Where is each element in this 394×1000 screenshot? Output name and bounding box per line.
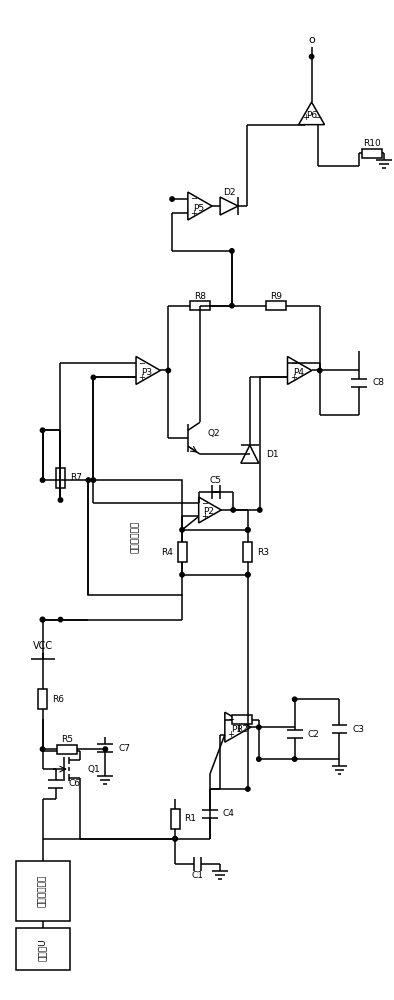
Text: Q1: Q1 (87, 765, 100, 774)
Text: −: − (201, 499, 208, 508)
Text: P4: P4 (293, 368, 304, 377)
Text: P5: P5 (193, 204, 204, 213)
Circle shape (40, 617, 45, 622)
Text: +: + (201, 512, 208, 521)
Circle shape (58, 617, 63, 622)
Text: −: − (190, 195, 197, 204)
Text: +: + (227, 730, 234, 739)
Circle shape (245, 787, 250, 791)
Text: VCC: VCC (32, 641, 53, 651)
Text: R9: R9 (270, 292, 282, 301)
Circle shape (245, 573, 250, 577)
Text: C5: C5 (210, 476, 222, 485)
Text: R8: R8 (194, 292, 206, 301)
Circle shape (230, 249, 234, 253)
Text: C3: C3 (353, 725, 364, 734)
Circle shape (40, 478, 45, 482)
Bar (16, 861, 71, 921)
Text: R4: R4 (161, 548, 173, 557)
Text: −: − (290, 359, 297, 368)
Text: +: + (190, 209, 197, 218)
Bar (178, 542, 186, 562)
Circle shape (292, 757, 297, 761)
Circle shape (173, 837, 177, 841)
Circle shape (40, 747, 45, 751)
Text: C4: C4 (223, 809, 235, 818)
Text: R6: R6 (52, 695, 64, 704)
Text: P6: P6 (306, 111, 317, 120)
Circle shape (245, 528, 250, 532)
Circle shape (230, 303, 234, 308)
Text: R1: R1 (184, 814, 197, 823)
Text: 线性驱动电路: 线性驱动电路 (38, 874, 47, 907)
Bar (232, 715, 252, 724)
Bar (362, 149, 382, 158)
Bar (56, 468, 65, 488)
Text: C8: C8 (372, 378, 385, 387)
Text: 传感器U: 传感器U (38, 938, 47, 961)
Text: −: − (139, 359, 145, 368)
Text: C7: C7 (118, 744, 130, 753)
Bar (38, 689, 47, 709)
Circle shape (166, 368, 171, 373)
Text: P3: P3 (141, 368, 153, 377)
Circle shape (180, 528, 184, 532)
Circle shape (58, 498, 63, 502)
Text: R3: R3 (257, 548, 269, 557)
Text: R5: R5 (61, 735, 73, 744)
Text: P1: P1 (231, 725, 242, 734)
Text: +: + (302, 113, 309, 122)
Text: C6: C6 (69, 779, 80, 788)
Text: C1: C1 (191, 871, 203, 880)
Text: −: − (227, 715, 234, 724)
Text: −: − (314, 113, 322, 122)
Circle shape (91, 375, 96, 380)
Circle shape (40, 617, 45, 622)
Text: P2: P2 (203, 507, 214, 516)
Text: R7: R7 (70, 473, 82, 482)
Circle shape (170, 197, 174, 201)
Circle shape (292, 697, 297, 701)
Text: o: o (308, 35, 315, 45)
Circle shape (180, 573, 184, 577)
Text: R10: R10 (363, 139, 381, 148)
Circle shape (231, 508, 235, 512)
Circle shape (40, 428, 45, 432)
Bar (171, 809, 180, 829)
Circle shape (318, 368, 322, 373)
Text: D1: D1 (266, 450, 279, 459)
Circle shape (309, 54, 314, 59)
Circle shape (103, 747, 108, 751)
Circle shape (245, 573, 250, 577)
Circle shape (245, 528, 250, 532)
Text: R2: R2 (236, 725, 248, 734)
Circle shape (256, 725, 261, 729)
Circle shape (258, 508, 262, 512)
Bar (16, 928, 71, 970)
Circle shape (91, 478, 96, 482)
Text: 损耗抑制电路: 损耗抑制电路 (131, 521, 140, 553)
Text: C2: C2 (308, 730, 320, 739)
Circle shape (256, 757, 261, 761)
Bar (57, 745, 77, 754)
Bar (266, 301, 286, 310)
Text: +: + (290, 373, 297, 382)
Bar (243, 542, 252, 562)
Bar (88, 480, 182, 595)
Bar (190, 301, 210, 310)
Circle shape (173, 837, 177, 841)
Text: Q2: Q2 (208, 429, 221, 438)
Text: +: + (139, 373, 145, 382)
Circle shape (86, 478, 91, 482)
Text: D2: D2 (223, 188, 235, 197)
